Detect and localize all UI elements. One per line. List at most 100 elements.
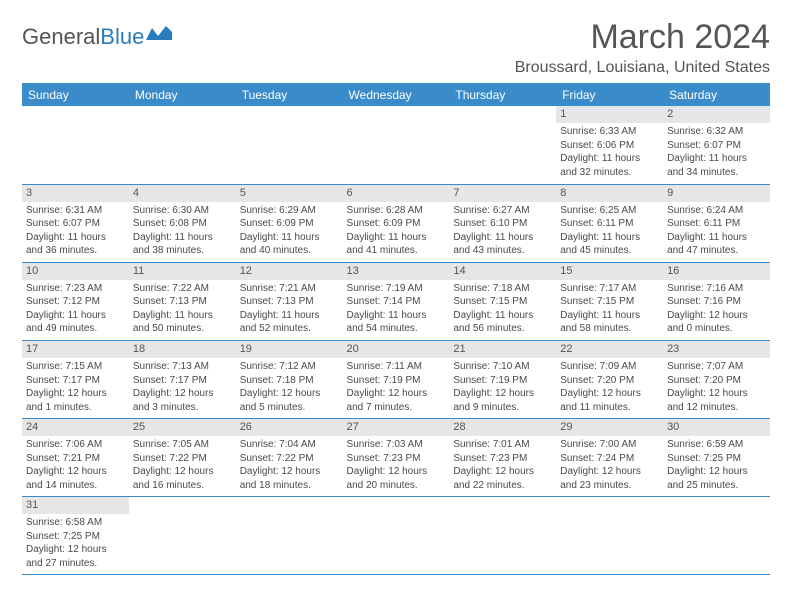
weekday-header: Tuesday bbox=[236, 84, 343, 107]
day-number: 9 bbox=[663, 185, 770, 202]
day-number: 22 bbox=[556, 341, 663, 358]
day-number: 27 bbox=[343, 419, 450, 436]
day-number: 23 bbox=[663, 341, 770, 358]
day-details: Sunrise: 7:03 AMSunset: 7:23 PMDaylight:… bbox=[343, 436, 450, 496]
day-number: 29 bbox=[556, 419, 663, 436]
calendar-cell: 28Sunrise: 7:01 AMSunset: 7:23 PMDayligh… bbox=[449, 419, 556, 497]
calendar-cell: 16Sunrise: 7:16 AMSunset: 7:16 PMDayligh… bbox=[663, 262, 770, 340]
calendar-cell: 26Sunrise: 7:04 AMSunset: 7:22 PMDayligh… bbox=[236, 419, 343, 497]
calendar-cell: 6Sunrise: 6:28 AMSunset: 6:09 PMDaylight… bbox=[343, 184, 450, 262]
calendar-cell: 12Sunrise: 7:21 AMSunset: 7:13 PMDayligh… bbox=[236, 262, 343, 340]
calendar-cell: 20Sunrise: 7:11 AMSunset: 7:19 PMDayligh… bbox=[343, 340, 450, 418]
calendar-cell bbox=[343, 106, 450, 184]
weekday-header-row: Sunday Monday Tuesday Wednesday Thursday… bbox=[22, 84, 770, 107]
title-block: March 2024 Broussard, Louisiana, United … bbox=[515, 18, 770, 77]
weekday-header: Wednesday bbox=[343, 84, 450, 107]
day-details: Sunrise: 7:22 AMSunset: 7:13 PMDaylight:… bbox=[129, 280, 236, 340]
calendar-cell: 25Sunrise: 7:05 AMSunset: 7:22 PMDayligh… bbox=[129, 419, 236, 497]
day-details: Sunrise: 6:58 AMSunset: 7:25 PMDaylight:… bbox=[22, 514, 129, 574]
weekday-header: Thursday bbox=[449, 84, 556, 107]
month-title: March 2024 bbox=[515, 18, 770, 57]
calendar-cell bbox=[236, 106, 343, 184]
calendar-cell: 27Sunrise: 7:03 AMSunset: 7:23 PMDayligh… bbox=[343, 419, 450, 497]
day-number: 4 bbox=[129, 185, 236, 202]
day-number: 25 bbox=[129, 419, 236, 436]
calendar-cell bbox=[556, 497, 663, 575]
calendar-cell: 8Sunrise: 6:25 AMSunset: 6:11 PMDaylight… bbox=[556, 184, 663, 262]
day-details: Sunrise: 7:09 AMSunset: 7:20 PMDaylight:… bbox=[556, 358, 663, 418]
calendar-cell bbox=[129, 106, 236, 184]
day-details: Sunrise: 6:25 AMSunset: 6:11 PMDaylight:… bbox=[556, 202, 663, 262]
calendar-cell: 14Sunrise: 7:18 AMSunset: 7:15 PMDayligh… bbox=[449, 262, 556, 340]
calendar-cell: 31Sunrise: 6:58 AMSunset: 7:25 PMDayligh… bbox=[22, 497, 129, 575]
day-details: Sunrise: 6:59 AMSunset: 7:25 PMDaylight:… bbox=[663, 436, 770, 496]
day-number: 20 bbox=[343, 341, 450, 358]
day-details: Sunrise: 7:15 AMSunset: 7:17 PMDaylight:… bbox=[22, 358, 129, 418]
day-number: 18 bbox=[129, 341, 236, 358]
calendar-cell: 15Sunrise: 7:17 AMSunset: 7:15 PMDayligh… bbox=[556, 262, 663, 340]
day-number: 12 bbox=[236, 263, 343, 280]
weekday-header: Sunday bbox=[22, 84, 129, 107]
day-number: 30 bbox=[663, 419, 770, 436]
calendar-row: 3Sunrise: 6:31 AMSunset: 6:07 PMDaylight… bbox=[22, 184, 770, 262]
calendar-cell bbox=[129, 497, 236, 575]
header: GeneralBlue March 2024 Broussard, Louisi… bbox=[22, 18, 770, 77]
calendar-cell: 18Sunrise: 7:13 AMSunset: 7:17 PMDayligh… bbox=[129, 340, 236, 418]
day-details: Sunrise: 6:30 AMSunset: 6:08 PMDaylight:… bbox=[129, 202, 236, 262]
weekday-header: Saturday bbox=[663, 84, 770, 107]
day-number: 16 bbox=[663, 263, 770, 280]
calendar-row: 1Sunrise: 6:33 AMSunset: 6:06 PMDaylight… bbox=[22, 106, 770, 184]
day-details: Sunrise: 7:16 AMSunset: 7:16 PMDaylight:… bbox=[663, 280, 770, 340]
day-details: Sunrise: 6:28 AMSunset: 6:09 PMDaylight:… bbox=[343, 202, 450, 262]
calendar-cell: 7Sunrise: 6:27 AMSunset: 6:10 PMDaylight… bbox=[449, 184, 556, 262]
calendar-cell bbox=[449, 497, 556, 575]
calendar-cell: 23Sunrise: 7:07 AMSunset: 7:20 PMDayligh… bbox=[663, 340, 770, 418]
day-number: 13 bbox=[343, 263, 450, 280]
calendar-cell: 19Sunrise: 7:12 AMSunset: 7:18 PMDayligh… bbox=[236, 340, 343, 418]
calendar-cell bbox=[236, 497, 343, 575]
day-details: Sunrise: 7:11 AMSunset: 7:19 PMDaylight:… bbox=[343, 358, 450, 418]
calendar-cell: 17Sunrise: 7:15 AMSunset: 7:17 PMDayligh… bbox=[22, 340, 129, 418]
logo-text-2: Blue bbox=[100, 24, 144, 50]
calendar-cell bbox=[343, 497, 450, 575]
day-number: 10 bbox=[22, 263, 129, 280]
day-number: 28 bbox=[449, 419, 556, 436]
calendar-cell: 24Sunrise: 7:06 AMSunset: 7:21 PMDayligh… bbox=[22, 419, 129, 497]
flag-icon bbox=[146, 24, 172, 50]
day-number: 6 bbox=[343, 185, 450, 202]
day-details: Sunrise: 6:33 AMSunset: 6:06 PMDaylight:… bbox=[556, 123, 663, 183]
calendar-row: 17Sunrise: 7:15 AMSunset: 7:17 PMDayligh… bbox=[22, 340, 770, 418]
calendar-cell: 2Sunrise: 6:32 AMSunset: 6:07 PMDaylight… bbox=[663, 106, 770, 184]
calendar-table: Sunday Monday Tuesday Wednesday Thursday… bbox=[22, 83, 770, 575]
day-details: Sunrise: 7:10 AMSunset: 7:19 PMDaylight:… bbox=[449, 358, 556, 418]
day-details: Sunrise: 7:23 AMSunset: 7:12 PMDaylight:… bbox=[22, 280, 129, 340]
day-details: Sunrise: 7:07 AMSunset: 7:20 PMDaylight:… bbox=[663, 358, 770, 418]
calendar-cell: 9Sunrise: 6:24 AMSunset: 6:11 PMDaylight… bbox=[663, 184, 770, 262]
day-number: 3 bbox=[22, 185, 129, 202]
day-details: Sunrise: 7:04 AMSunset: 7:22 PMDaylight:… bbox=[236, 436, 343, 496]
day-number: 1 bbox=[556, 106, 663, 123]
calendar-cell bbox=[663, 497, 770, 575]
day-details: Sunrise: 7:05 AMSunset: 7:22 PMDaylight:… bbox=[129, 436, 236, 496]
day-details: Sunrise: 7:06 AMSunset: 7:21 PMDaylight:… bbox=[22, 436, 129, 496]
calendar-cell: 21Sunrise: 7:10 AMSunset: 7:19 PMDayligh… bbox=[449, 340, 556, 418]
day-number: 15 bbox=[556, 263, 663, 280]
calendar-row: 24Sunrise: 7:06 AMSunset: 7:21 PMDayligh… bbox=[22, 419, 770, 497]
calendar-cell bbox=[449, 106, 556, 184]
calendar-cell: 4Sunrise: 6:30 AMSunset: 6:08 PMDaylight… bbox=[129, 184, 236, 262]
logo: GeneralBlue bbox=[22, 24, 172, 50]
calendar-cell: 13Sunrise: 7:19 AMSunset: 7:14 PMDayligh… bbox=[343, 262, 450, 340]
day-details: Sunrise: 7:19 AMSunset: 7:14 PMDaylight:… bbox=[343, 280, 450, 340]
day-number: 2 bbox=[663, 106, 770, 123]
day-details: Sunrise: 7:18 AMSunset: 7:15 PMDaylight:… bbox=[449, 280, 556, 340]
day-details: Sunrise: 7:01 AMSunset: 7:23 PMDaylight:… bbox=[449, 436, 556, 496]
day-number: 14 bbox=[449, 263, 556, 280]
calendar-cell: 30Sunrise: 6:59 AMSunset: 7:25 PMDayligh… bbox=[663, 419, 770, 497]
day-details: Sunrise: 6:24 AMSunset: 6:11 PMDaylight:… bbox=[663, 202, 770, 262]
day-details: Sunrise: 6:31 AMSunset: 6:07 PMDaylight:… bbox=[22, 202, 129, 262]
day-details: Sunrise: 6:29 AMSunset: 6:09 PMDaylight:… bbox=[236, 202, 343, 262]
location: Broussard, Louisiana, United States bbox=[515, 59, 770, 77]
day-number: 17 bbox=[22, 341, 129, 358]
calendar-cell bbox=[22, 106, 129, 184]
day-number: 26 bbox=[236, 419, 343, 436]
